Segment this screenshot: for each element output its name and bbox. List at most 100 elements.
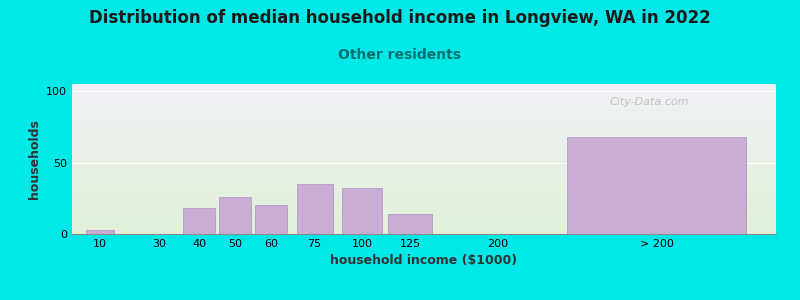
Bar <box>72 154 776 156</box>
Bar <box>72 129 776 130</box>
Bar <box>72 124 776 126</box>
Bar <box>72 92 776 93</box>
Bar <box>183 208 215 234</box>
Bar <box>72 206 776 207</box>
Bar <box>72 210 776 212</box>
Bar <box>72 208 776 210</box>
Bar <box>72 228 776 230</box>
Bar <box>72 159 776 160</box>
Bar <box>72 108 776 110</box>
Bar <box>72 169 776 171</box>
Bar <box>72 126 776 128</box>
Bar <box>72 202 776 204</box>
Bar <box>72 232 776 234</box>
Bar <box>72 183 776 184</box>
Bar <box>72 198 776 200</box>
Bar <box>72 112 776 114</box>
X-axis label: household income ($1000): household income ($1000) <box>330 254 518 267</box>
Bar <box>72 186 776 188</box>
Bar <box>72 194 776 195</box>
Bar <box>72 90 776 92</box>
Bar <box>72 141 776 142</box>
Bar <box>72 93 776 94</box>
Bar <box>297 184 333 234</box>
Bar <box>72 178 776 180</box>
Bar <box>72 201 776 202</box>
Bar <box>72 147 776 148</box>
Y-axis label: households: households <box>27 119 41 199</box>
Bar <box>72 106 776 108</box>
Bar <box>72 120 776 122</box>
Bar <box>72 114 776 116</box>
Bar <box>72 196 776 198</box>
Bar <box>219 197 251 234</box>
Bar <box>72 230 776 231</box>
Bar <box>388 214 432 234</box>
Text: Other residents: Other residents <box>338 48 462 62</box>
Bar <box>72 214 776 216</box>
Bar <box>72 184 776 186</box>
Bar <box>72 85 776 87</box>
Bar <box>72 140 776 141</box>
Bar <box>72 158 776 159</box>
Bar <box>72 144 776 146</box>
Bar <box>72 195 776 196</box>
Bar <box>567 137 746 234</box>
Bar <box>72 156 776 158</box>
Bar <box>72 103 776 105</box>
Bar <box>72 136 776 138</box>
Bar <box>72 176 776 177</box>
Bar <box>72 122 776 123</box>
Bar <box>72 207 776 208</box>
Bar <box>72 168 776 170</box>
Bar <box>72 123 776 124</box>
Bar <box>72 102 776 104</box>
Bar <box>72 138 776 140</box>
Bar <box>255 206 286 234</box>
Bar <box>72 130 776 132</box>
Bar <box>72 153 776 154</box>
Bar <box>72 132 776 134</box>
Bar <box>342 188 382 234</box>
Bar <box>72 152 776 153</box>
Bar <box>72 134 776 135</box>
Bar <box>72 222 776 224</box>
Bar <box>72 100 776 102</box>
Bar <box>72 150 776 152</box>
Bar <box>72 180 776 182</box>
Bar <box>72 188 776 189</box>
Bar <box>72 224 776 225</box>
Bar <box>72 88 776 90</box>
Bar <box>72 165 776 166</box>
Bar <box>72 192 776 194</box>
Bar <box>72 164 776 165</box>
Bar <box>72 117 776 118</box>
Text: Distribution of median household income in Longview, WA in 2022: Distribution of median household income … <box>89 9 711 27</box>
Bar <box>72 110 776 111</box>
Bar <box>72 190 776 192</box>
Bar <box>72 87 776 88</box>
Bar <box>72 162 776 164</box>
Bar <box>72 225 776 226</box>
Bar <box>72 105 776 106</box>
Text: City-Data.com: City-Data.com <box>610 97 689 107</box>
Bar <box>72 142 776 144</box>
Bar <box>72 219 776 220</box>
Bar <box>72 96 776 98</box>
Bar <box>72 216 776 218</box>
Bar <box>72 99 776 100</box>
Bar <box>72 231 776 232</box>
Bar <box>72 94 776 96</box>
Bar <box>72 212 776 213</box>
Bar <box>72 226 776 228</box>
Bar <box>72 200 776 201</box>
Bar <box>72 116 776 117</box>
Bar <box>72 172 776 174</box>
Bar <box>72 177 776 178</box>
Bar <box>72 111 776 112</box>
Bar <box>72 171 776 172</box>
Bar <box>72 174 776 176</box>
Bar <box>86 230 114 234</box>
Bar <box>72 218 776 219</box>
Bar <box>72 146 776 147</box>
